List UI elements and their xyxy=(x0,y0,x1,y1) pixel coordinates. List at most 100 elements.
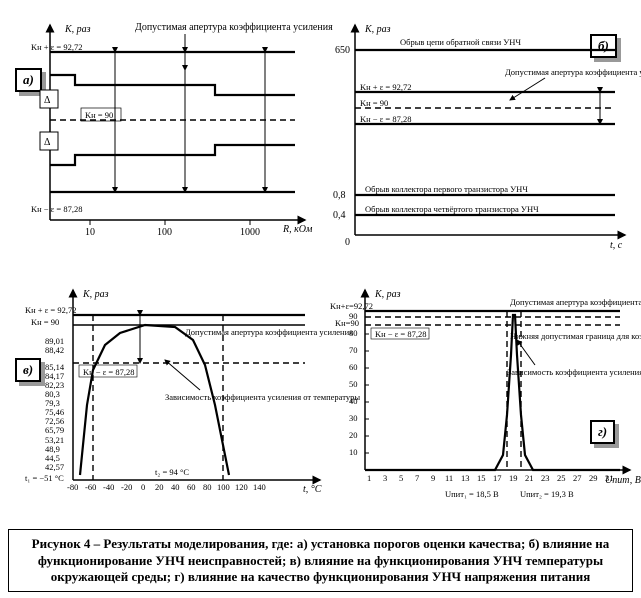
svg-text:60: 60 xyxy=(187,482,196,492)
chart-a: K, раз R, кОм 10 100 1000 Допустимая апе… xyxy=(35,20,315,260)
svg-text:85,14: 85,14 xyxy=(45,362,65,372)
chart-b-aperture: Допустимая апертура коэффициента усилени… xyxy=(505,67,641,77)
svg-text:-80: -80 xyxy=(67,482,78,492)
svg-text:15: 15 xyxy=(477,473,486,483)
svg-text:21: 21 xyxy=(525,473,534,483)
svg-text:11: 11 xyxy=(445,473,453,483)
chart-a-title: Допустимая апертура коэффициента усилени… xyxy=(135,22,333,33)
chart-v-yticks: 42,5744,548,9 53,2165,7972,56 75,4679,38… xyxy=(45,336,65,472)
svg-text:Обрыв коллектора первого транз: Обрыв коллектора первого транзистора УНЧ xyxy=(365,184,528,194)
svg-text:Kн − ε = 87,28: Kн − ε = 87,28 xyxy=(375,329,426,339)
svg-text:80: 80 xyxy=(203,482,212,492)
chart-g: K, раз Uпит, В 102030 405060 708090 135 … xyxy=(335,285,635,505)
svg-text:t₂ = 94 °C: t₂ = 94 °C xyxy=(155,467,189,477)
svg-text:Δ: Δ xyxy=(44,137,51,148)
svg-text:Uпит₂ = 19,3 В: Uпит₂ = 19,3 В xyxy=(520,489,574,499)
svg-text:0,4: 0,4 xyxy=(333,210,346,221)
svg-text:140: 140 xyxy=(253,482,266,492)
chart-v: K, раз t, °C 42,5744,548,9 53,2165,7972,… xyxy=(25,285,325,505)
svg-text:K, раз: K, раз xyxy=(364,24,391,35)
svg-text:48,9: 48,9 xyxy=(45,444,60,454)
svg-text:Uпит₁ = 18,5 В: Uпит₁ = 18,5 В xyxy=(445,489,499,499)
svg-text:40: 40 xyxy=(171,482,180,492)
svg-text:Kн = 90: Kн = 90 xyxy=(360,98,388,108)
svg-text:82,23: 82,23 xyxy=(45,380,64,390)
svg-text:72,56: 72,56 xyxy=(45,416,64,426)
svg-text:-20: -20 xyxy=(121,482,132,492)
svg-text:50: 50 xyxy=(349,379,358,389)
svg-text:9: 9 xyxy=(431,473,435,483)
chart-g-xticks: 135 7911 131517 192123 252729 31 xyxy=(367,473,614,483)
svg-text:Допустимая апертура коэффициен: Допустимая апертура коэффициента усилени… xyxy=(185,327,353,337)
chart-g-yticks: 102030 405060 708090 xyxy=(349,311,358,457)
svg-text:Допустимая апертура коэффициен: Допустимая апертура коэффициента усилени… xyxy=(510,297,641,307)
svg-text:80: 80 xyxy=(349,328,358,338)
svg-text:Kн − ε = 87,28: Kн − ε = 87,28 xyxy=(31,204,82,214)
svg-text:K, раз: K, раз xyxy=(374,289,401,300)
svg-text:84,17: 84,17 xyxy=(45,371,64,381)
svg-text:Kн − ε = 87,28: Kн − ε = 87,28 xyxy=(360,114,411,124)
svg-text:Kн + ε = 92,72: Kн + ε = 92,72 xyxy=(31,42,82,52)
figure-caption: Рисунок 4 – Результаты моделирования, гд… xyxy=(8,529,633,592)
svg-text:650: 650 xyxy=(335,45,350,56)
svg-text:-60: -60 xyxy=(85,482,96,492)
svg-text:K, раз: K, раз xyxy=(82,289,109,300)
svg-text:10: 10 xyxy=(85,227,95,238)
svg-text:Kн + ε = 92,72: Kн + ε = 92,72 xyxy=(25,305,76,315)
svg-text:Kн − ε = 87,28: Kн − ε = 87,28 xyxy=(83,367,134,377)
svg-text:t₁ = −51 °C: t₁ = −51 °C xyxy=(25,473,64,483)
svg-text:53,21: 53,21 xyxy=(45,435,64,445)
svg-text:t, °C: t, °C xyxy=(303,484,322,495)
svg-text:Kн + ε = 92,72: Kн + ε = 92,72 xyxy=(360,82,411,92)
svg-text:10: 10 xyxy=(349,447,358,457)
svg-text:40: 40 xyxy=(349,396,358,406)
svg-text:1: 1 xyxy=(367,473,371,483)
svg-text:-40: -40 xyxy=(103,482,114,492)
svg-text:23: 23 xyxy=(541,473,550,483)
svg-text:19: 19 xyxy=(509,473,518,483)
svg-text:0: 0 xyxy=(345,237,350,248)
svg-text:1000: 1000 xyxy=(240,227,260,238)
svg-text:31: 31 xyxy=(605,473,614,483)
svg-text:Δ: Δ xyxy=(44,95,51,106)
svg-text:25: 25 xyxy=(557,473,566,483)
svg-text:100: 100 xyxy=(157,227,172,238)
svg-text:Kн=90: Kн=90 xyxy=(335,318,359,328)
svg-text:100: 100 xyxy=(217,482,230,492)
svg-text:70: 70 xyxy=(349,345,358,355)
chart-a-xlabel: R, кОм xyxy=(282,224,313,235)
chart-a-ylabel: K, раз xyxy=(64,24,91,35)
svg-text:0: 0 xyxy=(141,482,145,492)
svg-text:Обрыв коллектора четвёртого тр: Обрыв коллектора четвёртого транзистора … xyxy=(365,204,539,214)
svg-text:Зависимость коэффициента усиле: Зависимость коэффициента усиления от нап… xyxy=(507,367,641,377)
svg-text:20: 20 xyxy=(349,430,358,440)
svg-text:Зависимость коэффициента усиле: Зависимость коэффициента усиления от тем… xyxy=(165,392,360,402)
svg-text:88,42: 88,42 xyxy=(45,345,64,355)
svg-text:Kн = 90: Kн = 90 xyxy=(85,110,113,120)
svg-text:3: 3 xyxy=(383,473,387,483)
svg-text:42,57: 42,57 xyxy=(45,462,64,472)
svg-text:80,3: 80,3 xyxy=(45,389,60,399)
svg-text:5: 5 xyxy=(399,473,403,483)
svg-text:44,5: 44,5 xyxy=(45,453,60,463)
svg-text:Kн = 90: Kн = 90 xyxy=(31,317,59,327)
svg-text:27: 27 xyxy=(573,473,582,483)
svg-text:30: 30 xyxy=(349,413,358,423)
svg-text:Kн+ε=92,72: Kн+ε=92,72 xyxy=(330,301,373,311)
svg-text:17: 17 xyxy=(493,473,502,483)
svg-text:Обрыв цепи обратной связи УНЧ: Обрыв цепи обратной связи УНЧ xyxy=(400,37,521,47)
svg-text:79,3: 79,3 xyxy=(45,398,60,408)
svg-text:7: 7 xyxy=(415,473,419,483)
svg-text:65,79: 65,79 xyxy=(45,425,64,435)
svg-text:29: 29 xyxy=(589,473,598,483)
svg-text:Нижняя допустимая граница для: Нижняя допустимая граница для коэффициен… xyxy=(510,331,641,341)
svg-text:t, с: t, с xyxy=(610,240,623,251)
svg-text:13: 13 xyxy=(461,473,470,483)
chart-b: K, раз t, с 650 Обрыв цепи обратной связ… xyxy=(330,20,630,260)
svg-text:89,01: 89,01 xyxy=(45,336,64,346)
chart-a-xticks: 10 100 1000 xyxy=(85,220,260,238)
svg-text:75,46: 75,46 xyxy=(45,407,64,417)
svg-text:0,8: 0,8 xyxy=(333,190,346,201)
svg-text:60: 60 xyxy=(349,362,358,372)
svg-text:20: 20 xyxy=(155,482,164,492)
